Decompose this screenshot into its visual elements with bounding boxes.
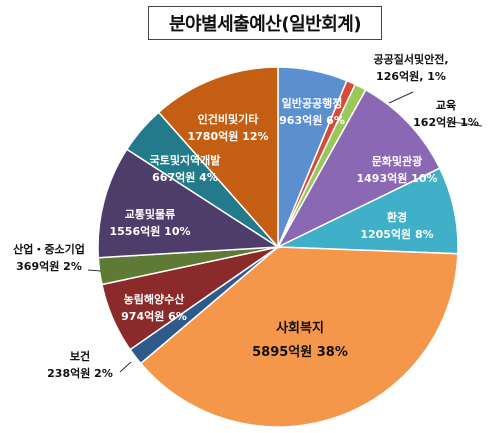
slice-value-label: 1556억원 10% xyxy=(109,224,190,238)
slice-name-label: 농림해양수산 xyxy=(124,292,185,306)
slice-name-label: 산업・중소기업 xyxy=(13,242,85,256)
slice-name-label: 환경 xyxy=(387,210,407,224)
slice-value-label: 974억원 6% xyxy=(121,309,187,323)
slice-value-label: 1493억원 10% xyxy=(356,171,437,185)
chart-title: 분야별세출예산(일반회계) xyxy=(168,14,362,35)
slice-value-label: 238억원 2% xyxy=(47,366,113,380)
slice-value-label: 126억원, 1% xyxy=(376,69,446,83)
slice-value-label: 1205억원 8% xyxy=(360,227,433,241)
slice-name-label: 국토및지역개발 xyxy=(150,153,221,167)
pie-slice xyxy=(139,246,459,428)
slice-name-label: 문화및관광 xyxy=(372,154,423,168)
slice-value-label: 963억원 6% xyxy=(279,113,345,127)
leader-line xyxy=(119,361,132,373)
leader-line xyxy=(388,91,414,104)
slice-value-label: 162억원 1% xyxy=(413,115,479,129)
chart-title-box: 분야별세출예산(일반회계) xyxy=(148,6,382,40)
slice-name-label: 교통및물류 xyxy=(125,207,176,221)
slice-name-label: 보건 xyxy=(70,349,90,363)
pie-slice xyxy=(276,88,441,249)
slice-value-label: 369억원 2% xyxy=(16,259,82,273)
slice-name-label: 인건비및기타 xyxy=(198,112,260,126)
slice-name-label: 사회복지 xyxy=(276,320,324,336)
leader-line xyxy=(87,269,102,272)
pie-slice xyxy=(157,66,279,249)
slice-name-label: 교육 xyxy=(436,99,456,112)
slice-value-label: 5895억원 38% xyxy=(252,345,348,360)
slice-name-label: 공공질서및안전, xyxy=(373,52,448,66)
slice-value-label: 1780억원 12% xyxy=(187,129,268,143)
slice-value-label: 667억원 4% xyxy=(152,170,218,184)
leader-line xyxy=(451,121,483,127)
pie-slice xyxy=(97,148,281,259)
slice-name-label: 일반공공행정 xyxy=(282,96,343,110)
